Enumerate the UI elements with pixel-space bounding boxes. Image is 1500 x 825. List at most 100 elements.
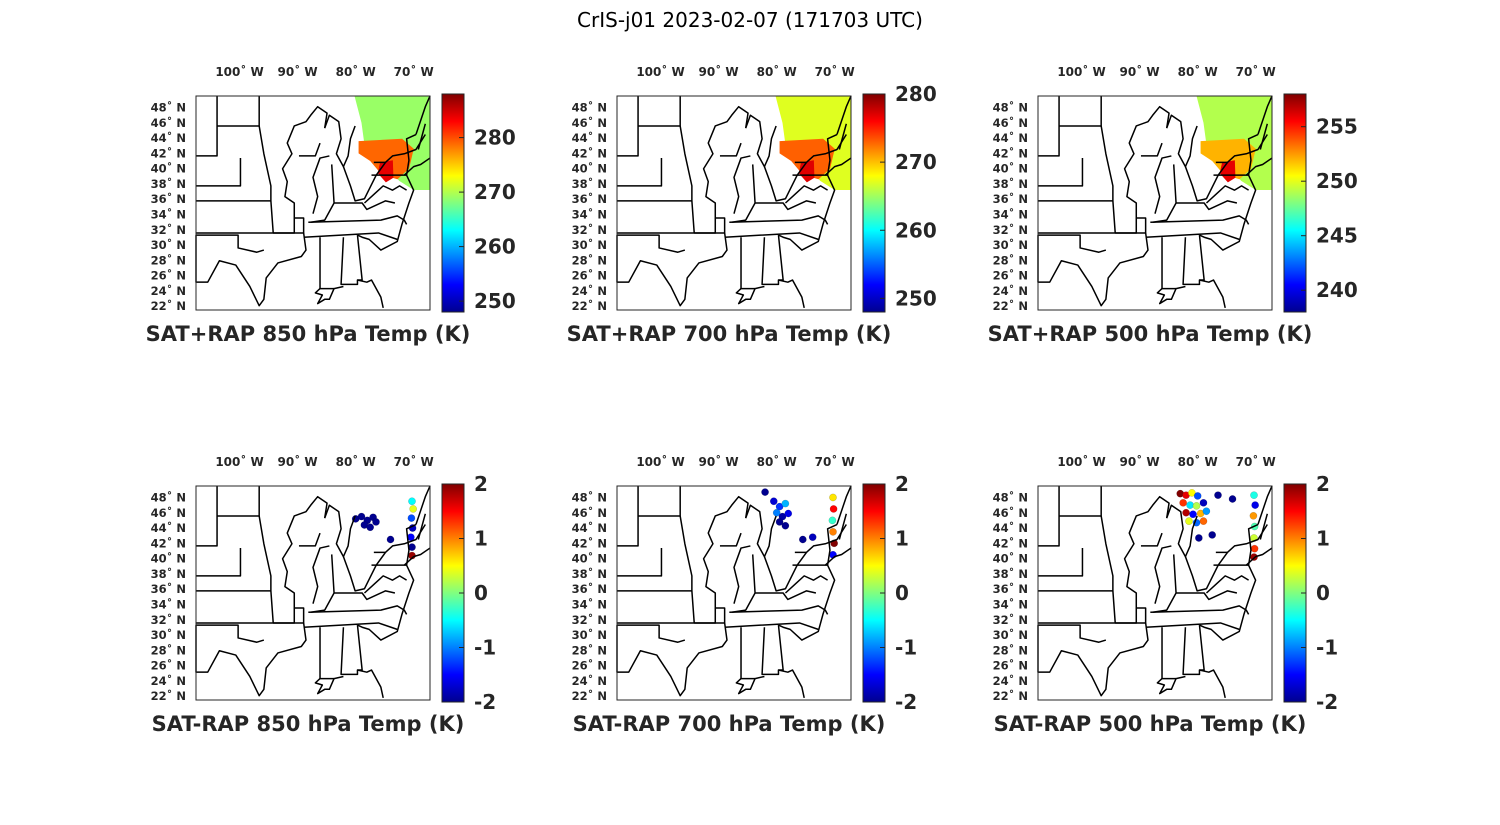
state-line <box>732 554 816 612</box>
state-line <box>785 576 827 593</box>
lat-tick-label: 42˚ N <box>572 145 607 160</box>
lat-tick-label: 32˚ N <box>993 612 1028 627</box>
state-line <box>1101 126 1115 233</box>
data-point <box>366 523 375 532</box>
state-line <box>720 533 750 604</box>
state-line <box>357 525 416 641</box>
colorbar-tick-label: -1 <box>895 636 917 660</box>
data-point <box>386 535 395 544</box>
state-line <box>372 525 426 566</box>
lon-tick-label: 80˚ W <box>757 64 797 79</box>
state-line <box>1101 516 1115 623</box>
lat-tick-label: 42˚ N <box>993 145 1028 160</box>
colorbar-tick-label: -2 <box>474 690 496 714</box>
state-line <box>325 115 355 166</box>
lon-tick-label: 90˚ W <box>278 64 318 79</box>
lat-tick-label: 48˚ N <box>572 489 607 504</box>
data-point <box>1214 491 1222 500</box>
colorbar-tick-label: 250 <box>474 289 516 313</box>
state-line <box>196 158 271 201</box>
state-line <box>404 96 430 175</box>
lon-tick-label: 90˚ W <box>1120 64 1160 79</box>
state-line <box>1185 162 1227 201</box>
lat-tick-label: 44˚ N <box>993 130 1028 145</box>
state-line <box>1246 486 1272 565</box>
state-line <box>785 186 827 203</box>
lat-tick-label: 42˚ N <box>572 535 607 550</box>
state-line <box>778 525 837 641</box>
data-point <box>1186 501 1194 509</box>
colorbar <box>441 93 465 313</box>
lat-tick-label: 28˚ N <box>572 642 607 657</box>
data-point <box>781 521 790 530</box>
lon-tick-label: 100˚ W <box>215 454 263 469</box>
state-line <box>304 623 398 679</box>
swath-nj-coast <box>1219 160 1236 183</box>
colorbar-tick-label: 250 <box>1316 169 1358 193</box>
state-line <box>273 107 327 233</box>
colorbar <box>1283 93 1307 313</box>
state-line <box>1167 115 1197 166</box>
lat-tick-label: 46˚ N <box>151 115 186 130</box>
lat-tick-label: 46˚ N <box>993 115 1028 130</box>
panels: 100˚ W 90˚ W 80˚ W 70˚ W48˚ N46˚ N44˚ N42˚ … <box>146 64 1358 736</box>
colorbar-tick-label: 1 <box>1316 527 1330 551</box>
state-line <box>736 676 764 693</box>
data-point <box>1251 501 1260 509</box>
data-point <box>1228 495 1237 503</box>
lat-tick-label: 22˚ N <box>993 298 1028 313</box>
state-line <box>308 606 406 615</box>
data-point <box>1182 508 1190 517</box>
lat-tick-label: 32˚ N <box>572 612 607 627</box>
state-line <box>357 280 383 308</box>
lat-tick-label: 36˚ N <box>572 581 607 596</box>
lat-tick-label: 46˚ N <box>572 505 607 520</box>
lat-tick-label: 38˚ N <box>151 566 186 581</box>
state-boundaries <box>196 96 430 308</box>
data-point <box>1189 510 1197 519</box>
lat-tick-label: 28˚ N <box>151 642 186 657</box>
data-point <box>784 509 793 518</box>
data-point <box>409 505 418 513</box>
panel-label: SAT+RAP 700 hPa Temp (K) <box>567 322 892 346</box>
lat-tick-label: 42˚ N <box>151 145 186 160</box>
lat-tick-label: 26˚ N <box>151 658 186 673</box>
state-line <box>325 505 355 556</box>
state-line <box>404 486 430 565</box>
state-line <box>736 286 764 303</box>
data-point <box>829 505 838 513</box>
state-line <box>793 135 847 176</box>
state-line <box>259 516 273 623</box>
colorbar-tick-label: -2 <box>1316 690 1338 714</box>
state-line <box>311 164 395 222</box>
state-line <box>1157 676 1185 693</box>
overlay <box>761 488 839 559</box>
state-line <box>1038 548 1113 591</box>
state-line <box>357 670 383 698</box>
state-boundaries <box>1038 486 1272 698</box>
colorbar <box>862 93 886 313</box>
lat-tick-label: 30˚ N <box>993 237 1028 252</box>
state-line <box>1146 233 1240 289</box>
lon-tick-label: 100˚ W <box>1057 454 1105 469</box>
map-frame <box>616 95 852 311</box>
state-line <box>1214 525 1268 566</box>
lon-tick-label: 70˚ W <box>1236 64 1276 79</box>
state-line <box>311 554 395 612</box>
state-line <box>1167 505 1197 556</box>
colorbar-tick-label: 270 <box>895 150 937 174</box>
lat-tick-label: 46˚ N <box>572 115 607 130</box>
state-line <box>196 486 259 546</box>
lat-tick-label: 24˚ N <box>572 673 607 688</box>
map-panel: 100˚ W 90˚ W 80˚ W 70˚ W 48˚ N46˚ N44˚ N42˚ … <box>988 64 1358 346</box>
lon-tick-label: 70˚ W <box>1236 454 1276 469</box>
state-line <box>1115 107 1169 233</box>
state-line <box>304 233 398 289</box>
lat-tick-label: 46˚ N <box>993 505 1028 520</box>
colorbar-tick-label: 1 <box>474 527 488 551</box>
state-line <box>778 135 837 251</box>
state-line <box>259 126 273 233</box>
map-background <box>1038 486 1272 700</box>
lon-tick-label: 90˚ W <box>699 64 739 79</box>
state-line <box>196 233 306 306</box>
